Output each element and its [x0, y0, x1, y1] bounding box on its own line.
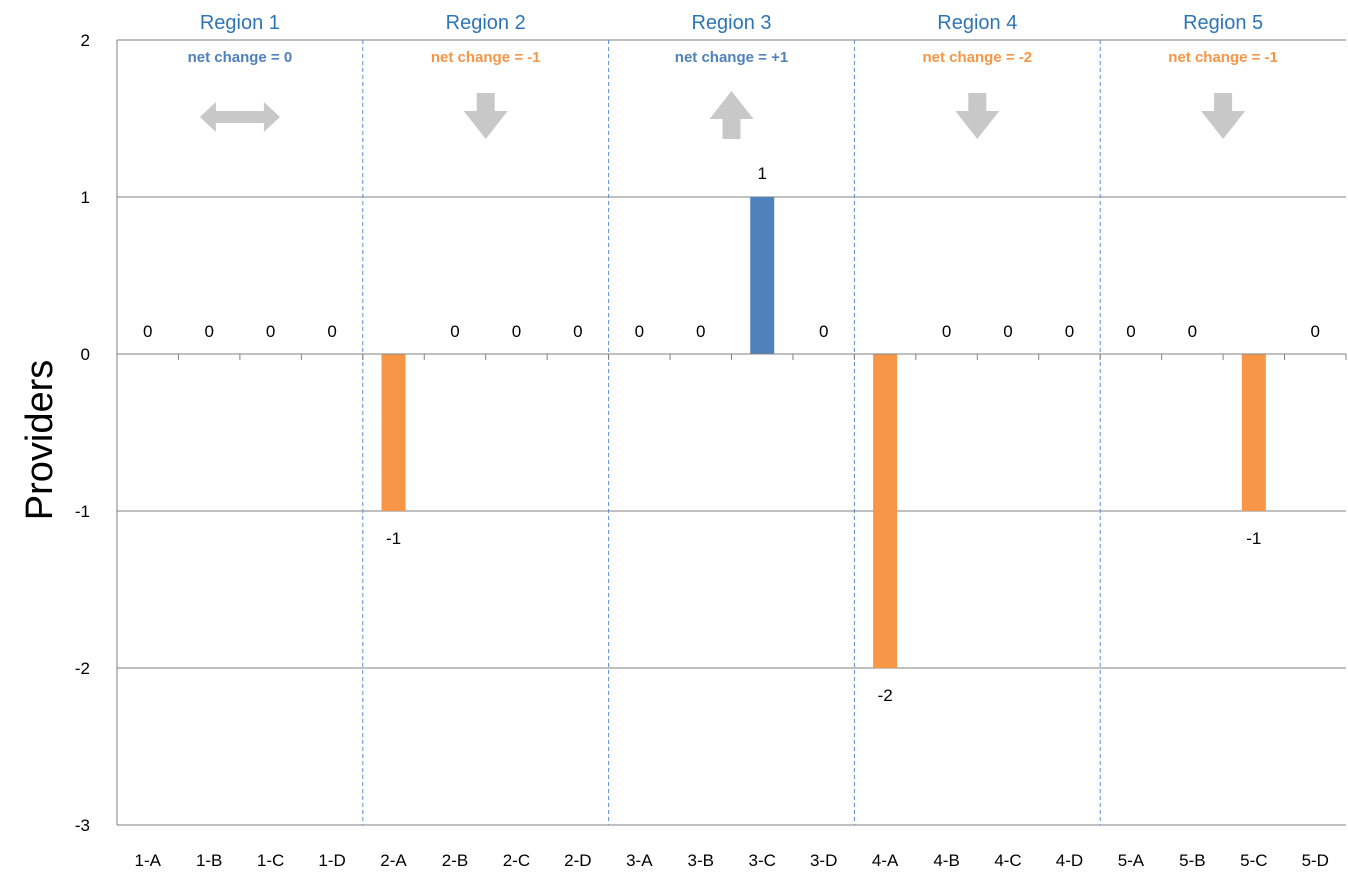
data-label: 0	[819, 322, 828, 341]
x-tick-label: 3-D	[810, 851, 837, 870]
y-tick-label: -2	[75, 659, 90, 678]
data-label: -1	[386, 529, 401, 548]
data-label: 0	[450, 322, 459, 341]
x-tick-label: 2-C	[503, 851, 530, 870]
x-tick-label: 1-D	[318, 851, 345, 870]
x-tick-label: 5-C	[1240, 851, 1267, 870]
up-arrow-icon	[709, 91, 754, 139]
net-change-label: net change = -2	[922, 49, 1032, 66]
double-arrow-icon	[199, 102, 280, 132]
data-label: 0	[1065, 322, 1074, 341]
x-tick-label: 3-C	[749, 851, 776, 870]
x-tick-label: 2-D	[564, 851, 591, 870]
y-tick-label: 0	[81, 345, 90, 364]
data-label: 0	[573, 322, 582, 341]
data-label: 0	[327, 322, 336, 341]
net-change-label: net change = -1	[1168, 49, 1278, 66]
data-label: 0	[204, 322, 213, 341]
region-title: Region 4	[937, 12, 1017, 34]
data-label: 0	[1311, 322, 1320, 341]
x-tick-label: 1-B	[196, 851, 222, 870]
x-tick-label: 4-D	[1056, 851, 1083, 870]
x-tick-label: 4-A	[872, 851, 899, 870]
x-tick-label: 4-C	[994, 851, 1021, 870]
x-tick-label: 1-C	[257, 851, 284, 870]
x-tick-label: 2-A	[380, 851, 407, 870]
data-label: 0	[635, 322, 644, 341]
bars	[381, 197, 1266, 668]
data-label: -2	[878, 686, 893, 705]
y-tick-label: -1	[75, 502, 90, 521]
region-title: Region 5	[1183, 12, 1263, 34]
bar	[381, 354, 406, 511]
data-label: 0	[512, 322, 521, 341]
data-label: 0	[143, 322, 152, 341]
down-arrow-icon	[955, 93, 1000, 139]
data-label: 0	[1126, 322, 1135, 341]
x-tick-label: 1-A	[134, 851, 161, 870]
net-change-label: net change = 0	[188, 49, 293, 66]
x-tick-label: 4-B	[933, 851, 959, 870]
x-tick-label: 3-B	[688, 851, 714, 870]
data-label: 0	[1003, 322, 1012, 341]
down-arrow-icon	[463, 93, 508, 139]
net-change-label: net change = +1	[675, 49, 788, 66]
data-labels: 0 0 0 0 -1 0 0 0 0 0 1 0 -2 0 0 0 0 0 -1 0	[143, 164, 1320, 705]
x-tick-label: 5-A	[1118, 851, 1145, 870]
down-arrow-icon	[1201, 93, 1246, 139]
data-label: -1	[1246, 529, 1261, 548]
y-tick-label: -3	[75, 816, 90, 835]
data-label: 0	[266, 322, 275, 341]
x-tick-label: 5-D	[1302, 851, 1329, 870]
x-tick-label: 5-B	[1179, 851, 1205, 870]
x-tick-label: 2-B	[442, 851, 468, 870]
bar	[1241, 354, 1266, 511]
y-tick-label: 2	[81, 31, 90, 50]
region-title: Region 2	[446, 12, 526, 34]
data-label: 0	[1188, 322, 1197, 341]
bar	[873, 354, 898, 668]
data-label: 1	[757, 164, 766, 183]
data-label: 0	[942, 322, 951, 341]
x-tick-label: 3-A	[626, 851, 653, 870]
y-tick-label: 1	[81, 188, 90, 207]
axes: 2 1 0 -1 -2 -3 1-A 1-B 1-C 1-D 2-A 2-B 2-C 2-D 3-A 3-B 3…	[75, 31, 1347, 870]
region-annotations: Region 1 net change = 0 Region 2 net change…	[188, 12, 1278, 139]
data-label: 0	[696, 322, 705, 341]
y-axis-title: Providers	[19, 360, 61, 521]
net-change-label: net change = -1	[431, 49, 541, 66]
gridlines	[117, 39, 1346, 826]
bar	[750, 197, 775, 354]
region-dividers	[362, 40, 1101, 825]
region-title: Region 3	[691, 12, 771, 34]
region-title: Region 1	[200, 12, 280, 34]
